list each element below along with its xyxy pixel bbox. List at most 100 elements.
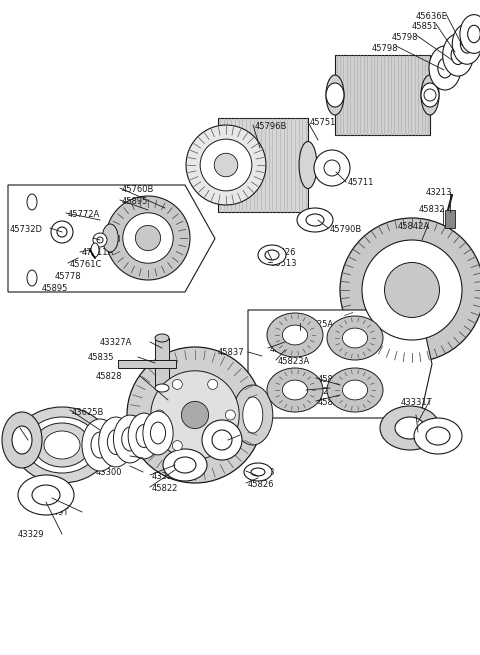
Ellipse shape (172, 379, 182, 389)
Ellipse shape (108, 430, 125, 455)
Text: 45837: 45837 (218, 348, 245, 357)
Ellipse shape (27, 270, 37, 286)
Ellipse shape (460, 35, 474, 53)
Ellipse shape (299, 141, 317, 189)
Ellipse shape (44, 431, 80, 459)
Ellipse shape (414, 418, 462, 454)
Ellipse shape (265, 250, 279, 260)
Ellipse shape (233, 385, 273, 445)
Ellipse shape (102, 224, 118, 252)
Ellipse shape (18, 475, 74, 515)
Ellipse shape (2, 412, 42, 468)
Text: 45711: 45711 (348, 178, 374, 187)
Polygon shape (8, 185, 215, 292)
Ellipse shape (181, 402, 209, 428)
Ellipse shape (99, 417, 133, 467)
Ellipse shape (395, 417, 425, 439)
Text: 43323: 43323 (308, 387, 335, 396)
Text: 43322: 43322 (152, 472, 179, 481)
Ellipse shape (106, 196, 190, 280)
Bar (118, 360, 176, 368)
Ellipse shape (155, 384, 169, 392)
Text: 45772A: 45772A (68, 210, 100, 219)
Ellipse shape (186, 125, 266, 205)
Ellipse shape (135, 225, 161, 251)
Text: 45778: 45778 (95, 235, 121, 244)
Ellipse shape (208, 379, 217, 389)
Text: 45790B: 45790B (330, 225, 362, 234)
Text: 45798: 45798 (392, 33, 418, 42)
Text: 45842A: 45842A (190, 432, 222, 441)
Text: 43331T: 43331T (400, 398, 432, 407)
Text: 43329: 43329 (18, 530, 45, 539)
Ellipse shape (421, 75, 439, 115)
Text: 45825A: 45825A (318, 398, 350, 407)
Text: 43213: 43213 (425, 188, 452, 197)
Ellipse shape (438, 58, 452, 78)
Text: 53513: 53513 (248, 468, 275, 477)
Ellipse shape (32, 485, 60, 505)
Text: 43329: 43329 (392, 412, 418, 421)
Ellipse shape (172, 441, 182, 451)
Text: 45751: 45751 (310, 118, 336, 127)
Ellipse shape (306, 214, 324, 226)
Text: 45798: 45798 (372, 44, 398, 53)
Ellipse shape (297, 208, 333, 232)
Ellipse shape (426, 427, 450, 445)
Text: 45826: 45826 (248, 480, 275, 489)
Ellipse shape (326, 75, 344, 115)
Text: 43625B: 43625B (72, 408, 104, 417)
Ellipse shape (362, 240, 462, 340)
Ellipse shape (150, 422, 166, 444)
Ellipse shape (324, 160, 340, 176)
Bar (335, 55, 430, 135)
Text: 45849T: 45849T (38, 508, 70, 517)
Ellipse shape (212, 430, 232, 450)
Text: 45732D: 45732D (10, 225, 43, 234)
Ellipse shape (122, 427, 138, 451)
Text: 45823A: 45823A (318, 375, 350, 384)
Ellipse shape (258, 245, 286, 265)
Text: 43327A: 43327A (100, 338, 132, 347)
Ellipse shape (460, 14, 480, 53)
Text: 53513: 53513 (270, 259, 297, 268)
Text: 45826: 45826 (270, 248, 297, 257)
Ellipse shape (342, 380, 368, 400)
Text: 45851: 45851 (412, 22, 438, 31)
Ellipse shape (452, 24, 480, 64)
Text: 47465: 47465 (22, 425, 48, 434)
Ellipse shape (57, 227, 67, 237)
Ellipse shape (208, 441, 218, 451)
Text: 45636E: 45636E (416, 12, 448, 21)
Ellipse shape (421, 83, 439, 107)
Ellipse shape (202, 420, 242, 460)
Ellipse shape (123, 213, 173, 263)
Ellipse shape (327, 368, 383, 412)
Text: 45823A: 45823A (278, 357, 310, 366)
Ellipse shape (163, 449, 207, 481)
Polygon shape (248, 310, 432, 418)
Ellipse shape (251, 468, 265, 476)
Ellipse shape (27, 194, 37, 210)
Text: 45842A: 45842A (398, 222, 430, 231)
Ellipse shape (174, 457, 196, 473)
Text: 45825A: 45825A (302, 320, 334, 329)
Ellipse shape (282, 325, 308, 345)
Text: 45895: 45895 (42, 284, 68, 293)
Ellipse shape (226, 410, 235, 420)
Ellipse shape (93, 233, 107, 247)
Ellipse shape (91, 432, 109, 458)
Ellipse shape (82, 419, 118, 471)
Ellipse shape (327, 316, 383, 360)
Bar (218, 118, 308, 212)
Ellipse shape (429, 46, 461, 90)
Ellipse shape (34, 423, 90, 467)
Bar (445, 210, 455, 228)
Ellipse shape (128, 413, 160, 459)
Ellipse shape (443, 34, 473, 76)
Ellipse shape (26, 417, 98, 473)
Bar (155, 338, 169, 388)
Ellipse shape (244, 463, 272, 481)
Ellipse shape (342, 328, 368, 348)
Ellipse shape (127, 347, 263, 483)
